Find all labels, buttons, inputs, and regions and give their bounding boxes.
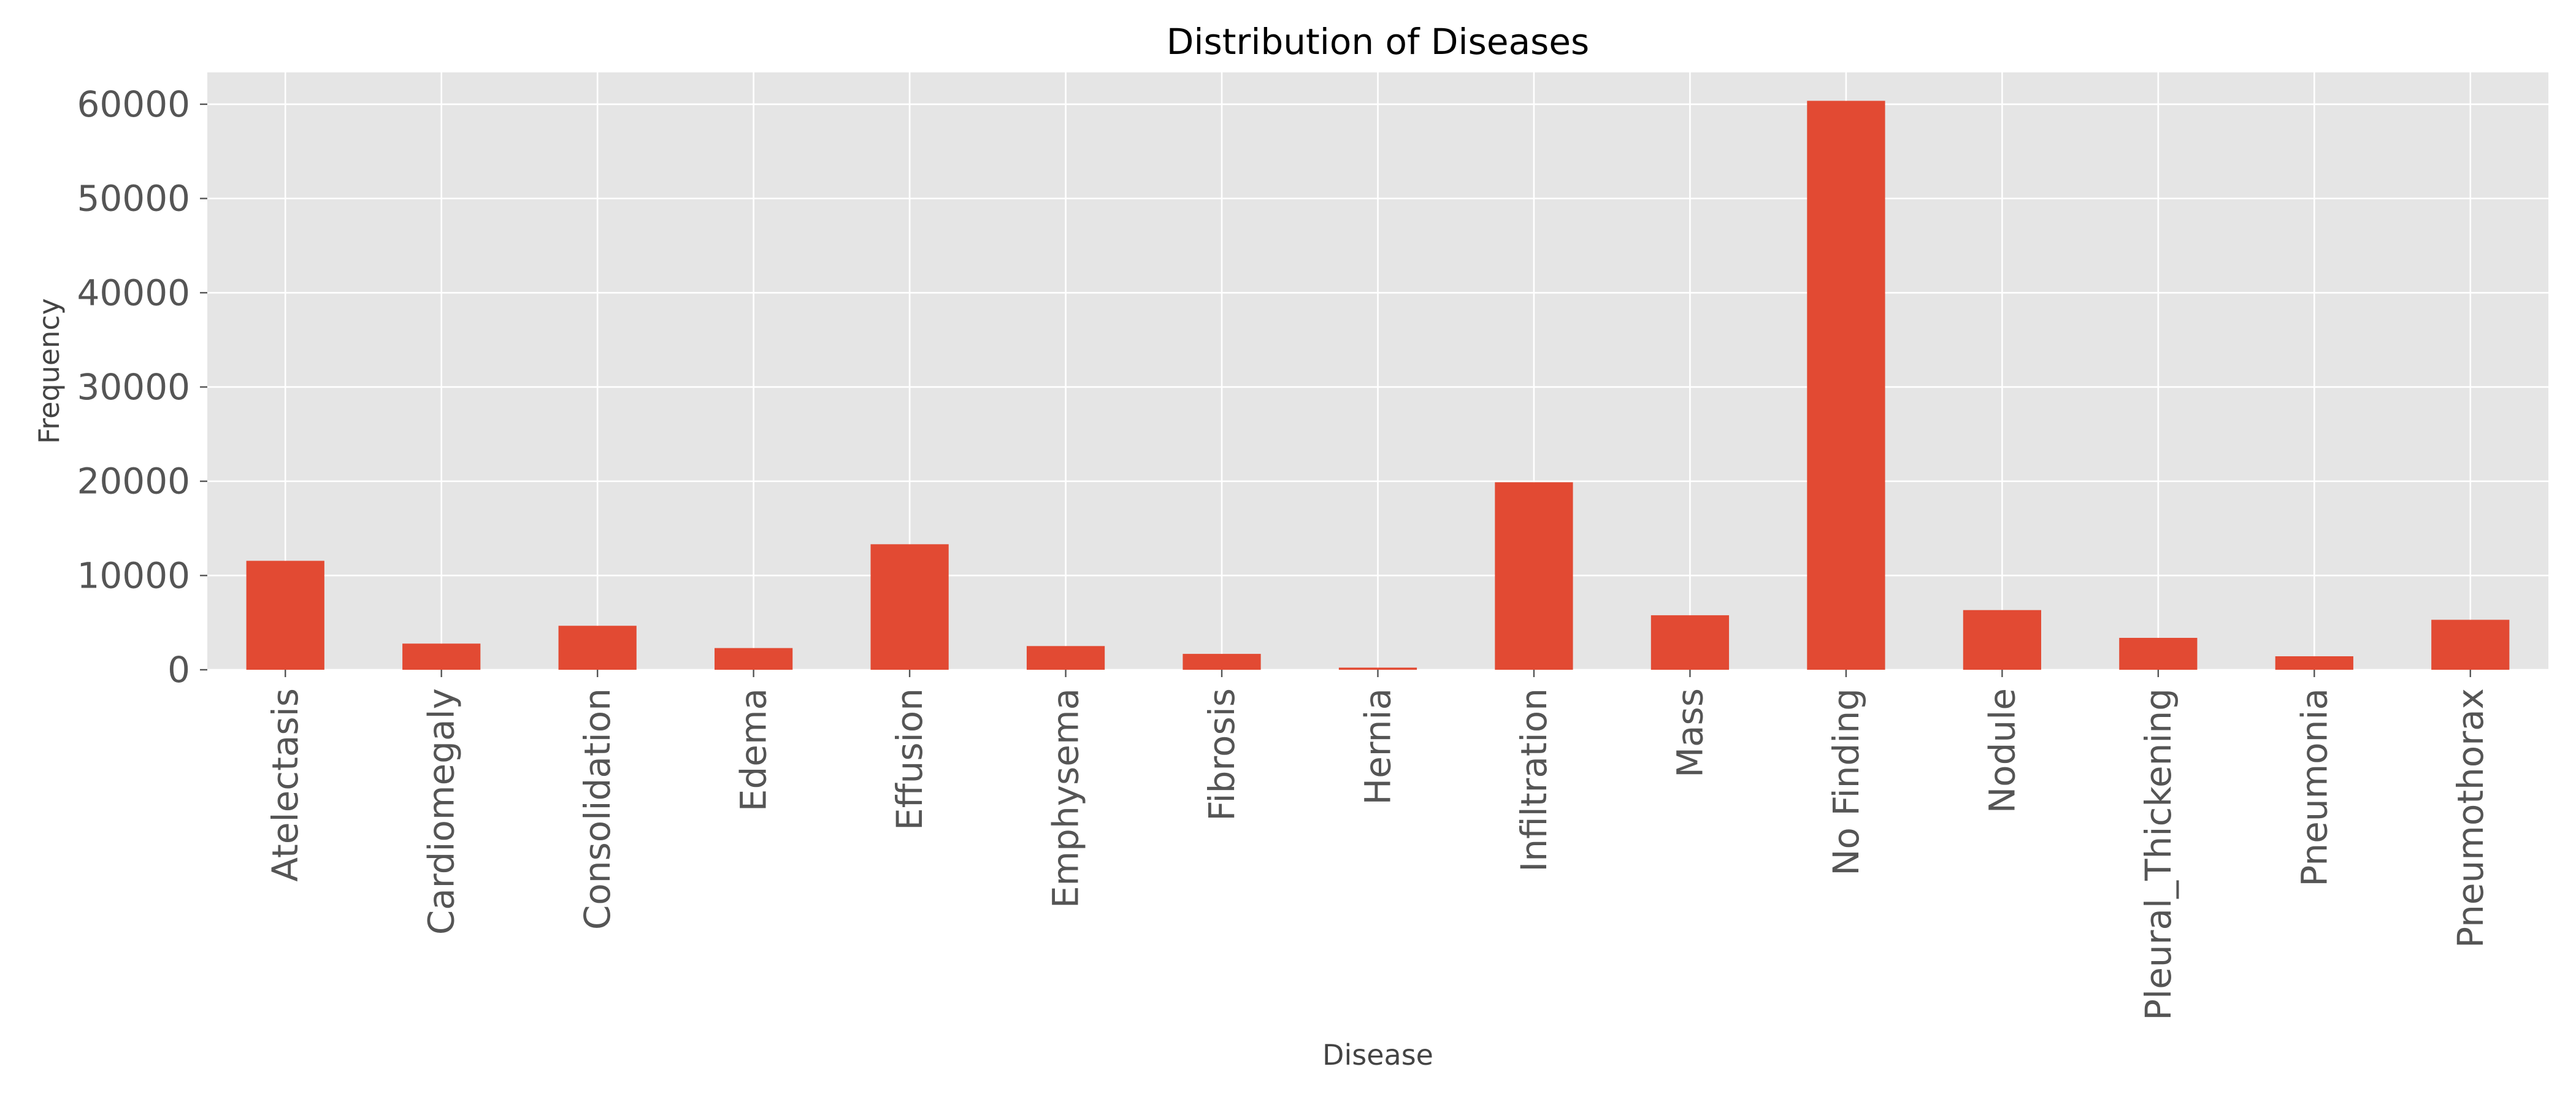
- x-tick-label: Pneumothorax: [2450, 688, 2491, 948]
- x-tick-label: Infiltration: [1513, 688, 1555, 872]
- bar-hernia: [1338, 667, 1417, 670]
- y-tick-label: 10000: [77, 554, 190, 596]
- bar-infiltration: [1495, 482, 1573, 670]
- x-tick-label: Hernia: [1357, 688, 1399, 805]
- bar-pneumonia: [2275, 656, 2353, 670]
- x-tick-label: Consolidation: [577, 688, 618, 930]
- y-tick-label: 0: [167, 649, 190, 691]
- x-tick-label: No Finding: [1825, 688, 1867, 876]
- y-tick-label: 30000: [77, 366, 190, 408]
- bar-mass: [1650, 615, 1730, 670]
- y-axis-label: Frequency: [33, 298, 66, 444]
- bar-emphysema: [1026, 646, 1105, 670]
- y-tick-labels: 0 10000 20000 30000 40000 50000 60000: [77, 83, 207, 691]
- bar-pneumothorax: [2431, 619, 2510, 670]
- x-tick-label: Pneumonia: [2293, 688, 2335, 887]
- y-tick-label: 60000: [77, 83, 190, 125]
- x-tick-label: Pleural_Thickening: [2137, 688, 2179, 1021]
- y-tick-label: 40000: [77, 272, 190, 313]
- x-tick-label: Edema: [733, 688, 775, 811]
- x-axis-label: Disease: [1322, 1038, 1433, 1071]
- y-tick-label: 20000: [77, 461, 190, 502]
- bar-atelectasis: [246, 561, 324, 670]
- bar-no-finding: [1807, 101, 1885, 670]
- grid-layer: [207, 72, 2548, 671]
- x-tick-label: Atelectasis: [264, 688, 306, 882]
- x-tick-label: Effusion: [889, 688, 930, 830]
- bar-cardiomegaly: [402, 643, 481, 670]
- chart-title: Distribution of Diseases: [1167, 21, 1590, 63]
- bar-edema: [715, 648, 793, 670]
- x-tick-labels: Atelectasis Cardiomegaly Consolidation Edem…: [264, 670, 2491, 1021]
- bar-nodule: [1963, 610, 2041, 670]
- y-tick-label: 50000: [77, 178, 190, 220]
- x-tick-label: Nodule: [1981, 688, 2023, 813]
- bar-consolidation: [558, 626, 637, 670]
- bar-effusion: [870, 544, 949, 670]
- bars: [246, 101, 2510, 670]
- x-tick-label: Cardiomegaly: [421, 688, 462, 935]
- x-tick-label: Emphysema: [1045, 688, 1087, 908]
- x-tick-label: Mass: [1669, 688, 1711, 778]
- bar-fibrosis: [1183, 654, 1261, 670]
- x-tick-label: Fibrosis: [1201, 688, 1243, 821]
- bar-pleural-thickening: [2119, 637, 2198, 670]
